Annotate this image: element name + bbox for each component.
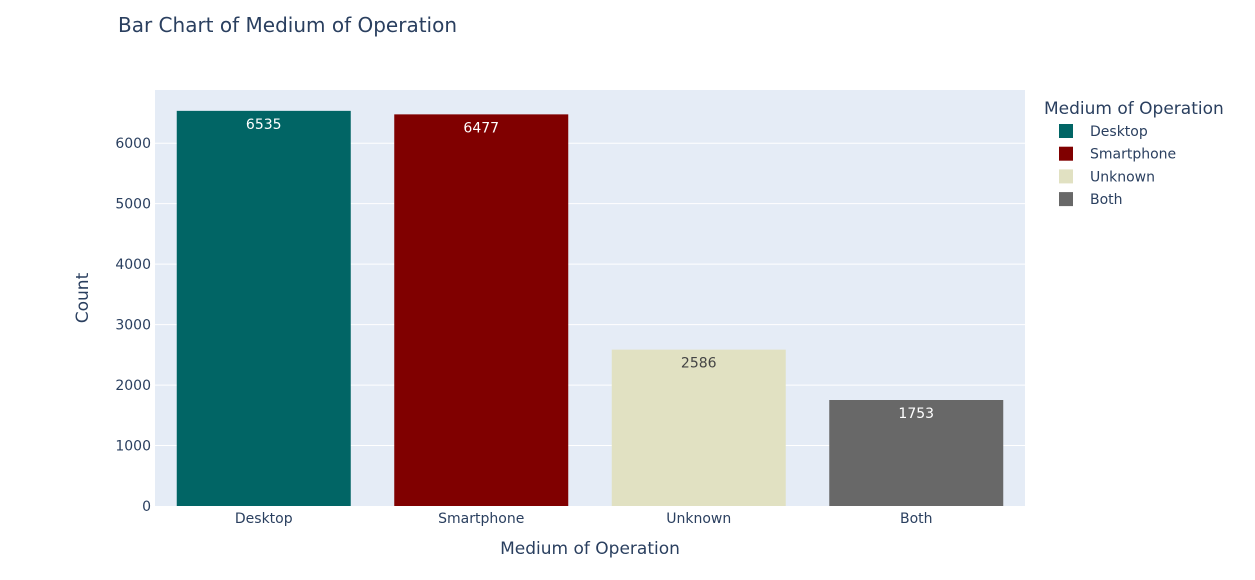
legend-item-desktop[interactable]: Desktop <box>1059 124 1148 140</box>
y-tick-label: 4000 <box>115 257 151 273</box>
legend-item-unknown[interactable]: Unknown <box>1059 169 1155 185</box>
legend: Medium of Operation Desktop Smartphone Unk… <box>1044 99 1224 208</box>
y-tick-label: 0 <box>142 499 151 515</box>
x-tick-label: Desktop <box>235 511 293 527</box>
bar-value-label: 6477 <box>463 120 499 136</box>
legend-label: Unknown <box>1090 169 1155 185</box>
x-tick-label: Unknown <box>666 511 731 527</box>
legend-swatch <box>1059 124 1073 138</box>
x-tick-label: Both <box>900 511 933 527</box>
legend-label: Desktop <box>1090 124 1148 140</box>
bar-value-label: 2586 <box>681 356 717 372</box>
bar-desktop[interactable] <box>176 110 351 506</box>
y-tick-label: 1000 <box>115 439 151 455</box>
y-axis-title: Count <box>73 272 93 323</box>
bar-both[interactable] <box>829 400 1004 506</box>
y-tick-label: 3000 <box>115 318 151 334</box>
legend-label: Both <box>1090 192 1123 208</box>
y-axis-ticks: 0 1000 2000 3000 4000 5000 6000 <box>115 136 151 515</box>
y-tick-label: 5000 <box>115 197 151 213</box>
legend-swatch <box>1059 146 1073 161</box>
x-tick-label: Smartphone <box>438 511 524 527</box>
bar-unknown[interactable] <box>611 349 786 506</box>
y-tick-label: 6000 <box>115 136 151 152</box>
x-axis-title: Medium of Operation <box>500 539 680 559</box>
legend-item-smartphone[interactable]: Smartphone <box>1059 146 1176 163</box>
x-axis-ticks: Desktop Smartphone Unknown Both <box>235 511 933 527</box>
legend-swatch <box>1059 169 1073 184</box>
y-tick-label: 2000 <box>115 378 151 394</box>
bars: 6535 6477 2586 1753 <box>176 110 1004 507</box>
chart-title: Bar Chart of Medium of Operation <box>118 13 457 37</box>
bar-value-label: 6535 <box>246 117 282 133</box>
legend-label: Smartphone <box>1090 147 1176 163</box>
bar-smartphone[interactable] <box>394 114 569 507</box>
legend-swatch <box>1059 192 1073 207</box>
legend-title: Medium of Operation <box>1044 99 1224 119</box>
bar-value-label: 1753 <box>898 406 934 422</box>
legend-item-both[interactable]: Both <box>1059 192 1123 208</box>
